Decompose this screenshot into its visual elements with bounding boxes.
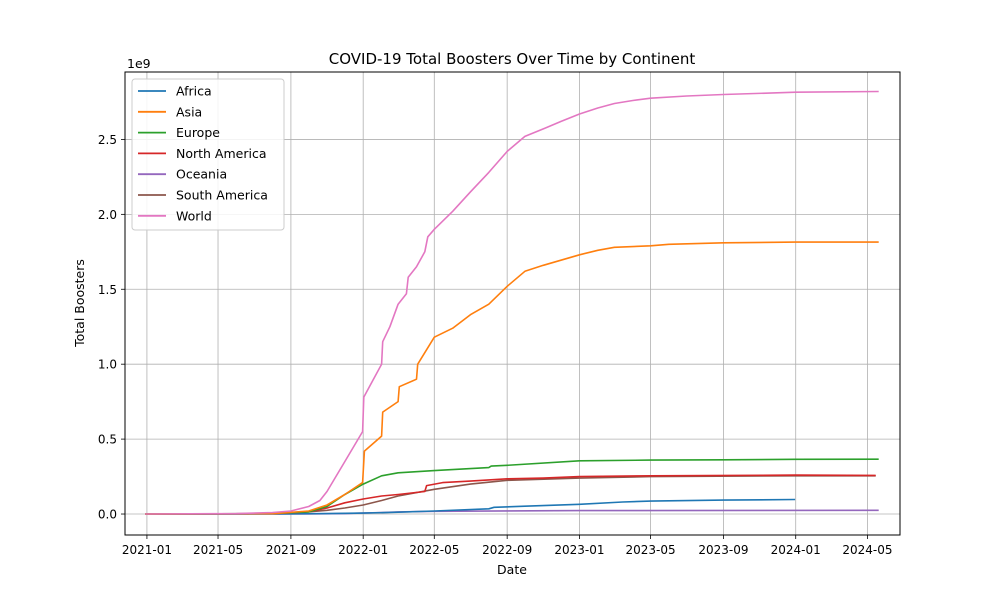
y-tick-label: 1.0 xyxy=(98,358,117,372)
y-axis-label: Total Boosters xyxy=(72,259,87,348)
x-tick-label: 2022-09 xyxy=(482,543,532,557)
series-line-europe xyxy=(145,458,879,515)
legend-label-oceania: Oceania xyxy=(176,167,227,182)
x-tick-label: 2021-05 xyxy=(193,543,243,557)
y-tick-label: 0.5 xyxy=(98,433,117,447)
legend-label-north-america: North America xyxy=(176,146,267,161)
x-tick-label: 2024-01 xyxy=(771,543,821,557)
legend-label-asia: Asia xyxy=(176,104,202,119)
legend-label-world: World xyxy=(176,208,212,223)
y-tick-label: 2.5 xyxy=(98,133,117,147)
y-axis: 0.0 0.5 1.0 1.5 2.0 2.5 xyxy=(98,133,125,522)
y-tick-label: 0.0 xyxy=(98,508,117,522)
y-tick-label: 2.0 xyxy=(98,208,117,222)
x-tick-label: 2024-05 xyxy=(842,543,892,557)
x-tick-label: 2021-09 xyxy=(266,543,316,557)
legend-frame xyxy=(131,78,285,231)
series-line-asia xyxy=(145,241,879,515)
legend-label-europe: Europe xyxy=(176,125,220,140)
series-line-world xyxy=(145,90,879,515)
legend-label-africa: Africa xyxy=(176,84,212,99)
x-tick-label: 2022-01 xyxy=(338,543,388,557)
x-tick-label: 2022-05 xyxy=(409,543,459,557)
series-layer xyxy=(145,90,879,515)
plot-frame xyxy=(124,71,901,536)
series-line-africa xyxy=(145,498,796,515)
x-tick-label: 2023-09 xyxy=(698,543,748,557)
chart-title: COVID-19 Total Boosters Over Time by Con… xyxy=(329,50,696,68)
x-tick-label: 2023-01 xyxy=(554,543,604,557)
legend: Africa Asia Europe North America Oceania Sout… xyxy=(131,78,285,231)
legend-label-south-america: South America xyxy=(176,188,268,203)
series-line-south-america xyxy=(145,475,876,515)
x-axis-label: Date xyxy=(497,562,527,577)
series-line-north-america xyxy=(145,474,876,515)
y-offset-label: 1e9 xyxy=(127,56,151,71)
x-tick-label: 2023-05 xyxy=(625,543,675,557)
y-tick-label: 1.5 xyxy=(98,283,117,297)
x-axis: 2021-01 2021-05 2021-09 2022-01 2022-05 2022-… xyxy=(122,535,892,557)
x-tick-label: 2021-01 xyxy=(122,543,172,557)
